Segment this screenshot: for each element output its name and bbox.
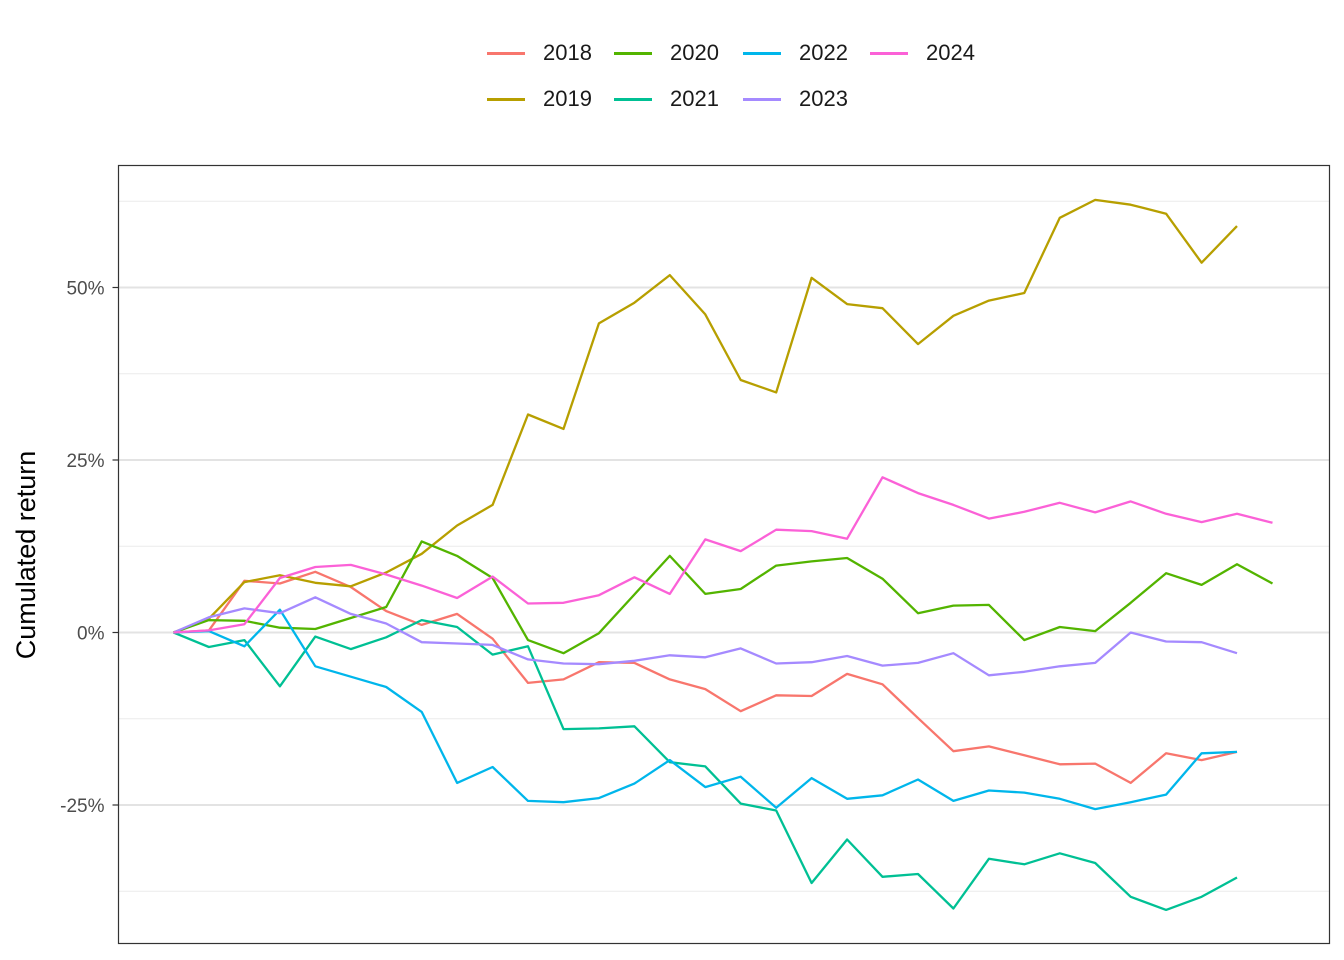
- legend-key: [487, 51, 525, 55]
- y-tick-label: 50%: [66, 279, 104, 300]
- legend-label: 2021: [670, 86, 719, 111]
- legend-item-2020: 2020: [614, 38, 719, 68]
- chart-legend: 2018 2020 2022 2024 2019 2021 2023: [0, 0, 1344, 130]
- legend-label: 2023: [799, 86, 848, 111]
- legend-key: [614, 51, 652, 55]
- legend-key: [614, 97, 652, 101]
- legend-item-2023: 2023: [743, 84, 848, 114]
- series-line-2023: [173, 596, 1238, 677]
- legend-item-2024: 2024: [870, 38, 975, 68]
- legend-key: [743, 97, 781, 101]
- legend-label: 2020: [670, 40, 719, 65]
- legend-label: 2024: [926, 40, 975, 65]
- legend-item-2018: 2018: [487, 38, 592, 68]
- legend-label: 2019: [543, 86, 592, 111]
- y-axis-title: Cumulated return: [11, 451, 41, 660]
- legend-label: 2022: [799, 40, 848, 65]
- series-line-2024: [173, 476, 1273, 634]
- grid-lines: [118, 200, 1330, 892]
- series-line-2021: [173, 618, 1238, 912]
- y-tick-label: 25%: [66, 451, 104, 472]
- legend-key: [743, 51, 781, 55]
- y-tick-label: 0%: [77, 624, 105, 645]
- series-line-2020: [173, 540, 1274, 655]
- legend-label: 2018: [543, 40, 592, 65]
- series-line-2019: [173, 198, 1238, 634]
- legend-item-2021: 2021: [614, 84, 719, 114]
- series-line-2022: [173, 608, 1238, 811]
- legend-item-2022: 2022: [743, 38, 848, 68]
- legend-key: [870, 51, 908, 55]
- plot-panel-border: [117, 164, 1331, 945]
- legend-key: [487, 97, 525, 101]
- y-tick-label: -25%: [60, 796, 104, 817]
- series-line-2018: [173, 570, 1238, 785]
- legend-item-2019: 2019: [487, 84, 592, 114]
- series-lines: [173, 198, 1274, 912]
- y-axis: 50% 25% 0% -25%: [60, 279, 119, 817]
